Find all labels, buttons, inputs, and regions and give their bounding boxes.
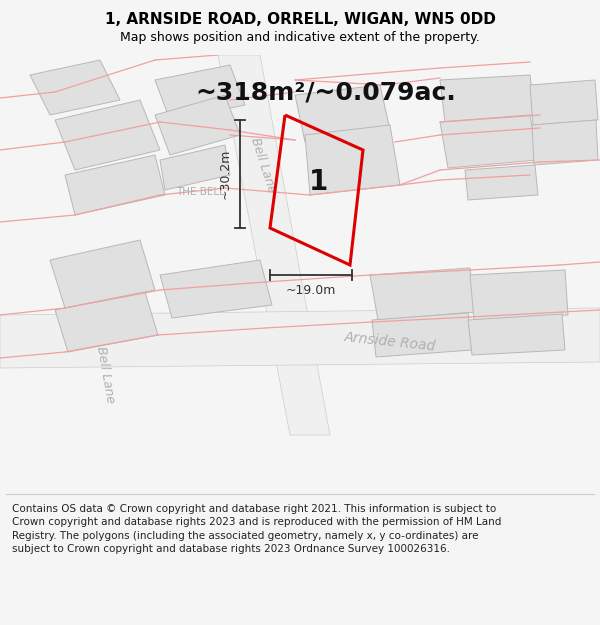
Polygon shape (218, 55, 330, 435)
Text: ~30.2m: ~30.2m (219, 149, 232, 199)
Polygon shape (532, 120, 598, 165)
Text: ~318m²/~0.079ac.: ~318m²/~0.079ac. (195, 81, 456, 105)
Polygon shape (465, 165, 538, 200)
Polygon shape (295, 85, 390, 142)
Polygon shape (440, 75, 535, 122)
Text: Contains OS data © Crown copyright and database right 2021. This information is : Contains OS data © Crown copyright and d… (12, 504, 502, 554)
Text: Arnside Road: Arnside Road (343, 330, 437, 354)
Polygon shape (468, 314, 565, 355)
Polygon shape (0, 308, 600, 368)
Polygon shape (160, 260, 272, 318)
Text: Bell Lane: Bell Lane (94, 346, 116, 404)
Polygon shape (440, 115, 538, 168)
Polygon shape (30, 60, 120, 115)
Polygon shape (155, 95, 240, 155)
Polygon shape (160, 145, 230, 190)
Polygon shape (155, 65, 245, 120)
Polygon shape (55, 100, 160, 170)
Text: 1: 1 (308, 168, 328, 196)
Polygon shape (470, 270, 568, 320)
Polygon shape (55, 292, 158, 352)
Polygon shape (370, 268, 475, 320)
Text: THE BELL: THE BELL (176, 187, 224, 197)
Polygon shape (65, 155, 165, 215)
Polygon shape (305, 125, 400, 195)
Text: Bell Lane: Bell Lane (248, 136, 278, 194)
Text: ~19.0m: ~19.0m (286, 284, 336, 297)
Polygon shape (50, 240, 155, 308)
Text: 1, ARNSIDE ROAD, ORRELL, WIGAN, WN5 0DD: 1, ARNSIDE ROAD, ORRELL, WIGAN, WN5 0DD (104, 12, 496, 27)
Polygon shape (372, 313, 472, 357)
Text: Map shows position and indicative extent of the property.: Map shows position and indicative extent… (120, 31, 480, 44)
Polygon shape (530, 80, 598, 125)
